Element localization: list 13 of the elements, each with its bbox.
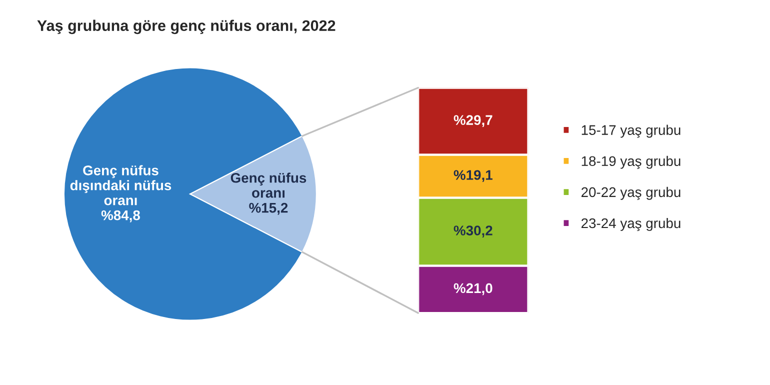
legend-label: 15-17 yaş grubu bbox=[582, 124, 680, 138]
slice-label: Genç nüfus oranı bbox=[230, 172, 306, 198]
data-label: %30,2 bbox=[454, 226, 492, 238]
legend-label: 23-24 yaş grubu bbox=[581, 218, 680, 231]
data-label: %21,0 bbox=[454, 283, 492, 296]
data-label: %19,1 bbox=[454, 170, 492, 182]
slice-label: Genç nüfus dışındaki nüfus oranı bbox=[70, 165, 172, 206]
legend-label: 20-22 yaş grubu bbox=[581, 186, 680, 200]
data-label: %84,8 bbox=[101, 210, 140, 222]
data-label: %29,7 bbox=[454, 115, 492, 127]
chart-title: Yaş grubuna göre genç nüfus oranı, 2022 bbox=[37, 20, 336, 34]
legend-label: 18-19 yaş grubu bbox=[582, 156, 680, 169]
data-label: %15,2 bbox=[249, 202, 288, 215]
